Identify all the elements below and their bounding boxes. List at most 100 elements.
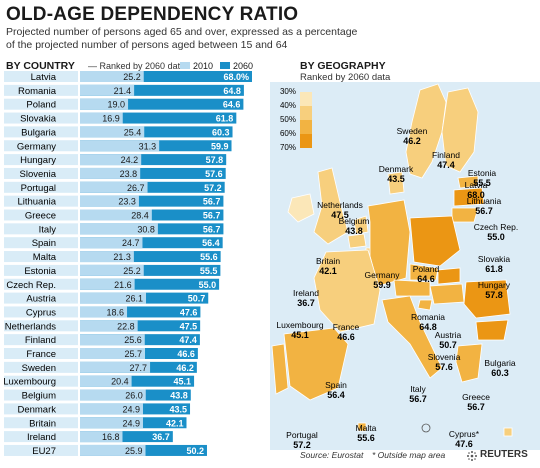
outside-map-note: * Outside map area xyxy=(372,450,446,460)
map-country-value: 50.7 xyxy=(439,340,457,350)
bar-2060 xyxy=(80,126,233,138)
value-label-2010: 23.3 xyxy=(118,197,136,207)
map-denmark xyxy=(387,171,405,195)
map-country-name: Greece xyxy=(462,392,490,402)
row-band xyxy=(4,292,78,304)
map-country-value: 61.8 xyxy=(485,264,503,274)
row-band xyxy=(4,195,78,207)
map-netherlands xyxy=(353,215,369,235)
map-country-value: 46.6 xyxy=(337,332,355,342)
map-country-value: 36.7 xyxy=(297,298,315,308)
category-label: Bulgaria xyxy=(21,127,57,138)
value-label-2060: 61.8 xyxy=(216,114,234,124)
scale-swatch-60-70 xyxy=(300,134,312,148)
value-label-2060: 57.6 xyxy=(205,169,223,179)
bar-2010 xyxy=(80,278,135,290)
value-label-2010: 28.4 xyxy=(131,211,149,221)
bar-2010 xyxy=(80,71,144,82)
geo-rank-note: Ranked by 2060 data xyxy=(300,72,391,83)
map-country-value: 57.8 xyxy=(485,290,503,300)
value-label-2060: 47.5 xyxy=(180,321,198,331)
row-band xyxy=(4,98,78,110)
row-band xyxy=(4,417,78,429)
category-label: Portugal xyxy=(21,183,56,194)
legend-2060-label: 2060 xyxy=(233,61,254,71)
row-band xyxy=(4,84,78,96)
value-label-2060: 47.6 xyxy=(180,307,198,317)
value-label-2060: 43.5 xyxy=(169,404,187,414)
subtitle-line-1: Projected number of persons aged 65 and … xyxy=(6,26,358,38)
map-country-value: 55.5 xyxy=(473,178,491,188)
row-band xyxy=(4,181,78,193)
by-geography-heading: BY GEOGRAPHY xyxy=(300,60,386,72)
value-label-2060: 57.8 xyxy=(206,155,224,165)
map-country-name: Luxembourg xyxy=(276,320,324,330)
bar-2010 xyxy=(80,181,148,193)
bar-2010 xyxy=(80,389,146,401)
country-rank-note: — Ranked by 2060 data xyxy=(88,61,186,71)
bar-2060 xyxy=(80,306,201,318)
bar-2010 xyxy=(80,195,139,207)
row-band xyxy=(4,112,78,124)
category-label: Greece xyxy=(25,211,56,222)
scale-label: 50% xyxy=(280,115,296,124)
map-scale-legend: 30% 40% 50% 60% 70% xyxy=(280,87,312,152)
source-note: Source: Eurostat xyxy=(300,450,364,460)
bar-2010 xyxy=(80,112,123,124)
bar-2060 xyxy=(80,154,227,166)
value-label-2060: 68.0% xyxy=(223,72,249,82)
row-band xyxy=(4,126,78,138)
map-country-value: 47.5 xyxy=(331,210,349,220)
map-country-name: Hungary xyxy=(478,280,511,290)
map-country-name: Poland xyxy=(413,264,440,274)
category-label: Latvia xyxy=(31,72,57,83)
map-malta-locator xyxy=(421,423,431,433)
reuters-brand: REUTERS xyxy=(480,449,528,460)
value-label-2060: 55.6 xyxy=(200,252,218,262)
category-label: Britain xyxy=(29,418,56,429)
map-country-name: Portugal xyxy=(286,430,318,440)
bar-2060 xyxy=(80,264,221,276)
country-rank-note-text: Ranked by 2060 data xyxy=(99,61,186,71)
map-country-value: 64.6 xyxy=(417,274,435,284)
value-label-2060: 50.7 xyxy=(188,294,206,304)
bar-2010 xyxy=(80,403,143,415)
value-label-2060: 46.2 xyxy=(176,363,194,373)
map-country-value: 47.6 xyxy=(455,439,473,449)
map-bulgaria xyxy=(475,319,509,341)
value-label-2010: 26.0 xyxy=(125,391,143,401)
bar-2010 xyxy=(80,417,143,429)
category-label: Luxembourg xyxy=(3,377,56,388)
row-band xyxy=(4,167,78,179)
value-label-2010: 22.8 xyxy=(117,321,135,331)
category-label: Czech Rep. xyxy=(6,280,56,291)
map-country-name: Sweden xyxy=(397,126,428,136)
value-label-2060: 55.0 xyxy=(199,280,217,290)
map-slovakia xyxy=(437,267,461,285)
row-band xyxy=(4,209,78,221)
value-label-2010: 21.3 xyxy=(113,252,131,262)
map-country-value: 56.7 xyxy=(409,394,427,404)
value-label-2010: 26.1 xyxy=(125,294,143,304)
bar-2060 xyxy=(80,278,220,290)
category-label: Germany xyxy=(17,141,56,152)
map-country-name: Belgium xyxy=(339,216,370,226)
map-country-name: Germany xyxy=(365,270,401,280)
legend-2010-swatch xyxy=(180,62,190,69)
map-ireland xyxy=(287,193,315,223)
map-country-value: 64.8 xyxy=(419,322,437,332)
value-label-2010: 25.4 xyxy=(124,127,142,137)
category-label: Slovenia xyxy=(20,169,57,180)
category-label: Malta xyxy=(33,252,57,263)
value-label-2060: 46.6 xyxy=(177,349,195,359)
map-country-name: Czech Rep. xyxy=(474,222,518,232)
value-label-2060: 60.3 xyxy=(212,127,230,137)
value-label-2010: 30.8 xyxy=(137,224,155,234)
bar-2060 xyxy=(80,71,252,82)
row-band xyxy=(4,444,78,456)
page-title: OLD-AGE DEPENDENCY RATIO xyxy=(6,4,299,25)
map-country-value: 56.7 xyxy=(475,206,493,216)
scale-label: 40% xyxy=(280,101,296,110)
value-label-2010: 21.6 xyxy=(114,280,132,290)
